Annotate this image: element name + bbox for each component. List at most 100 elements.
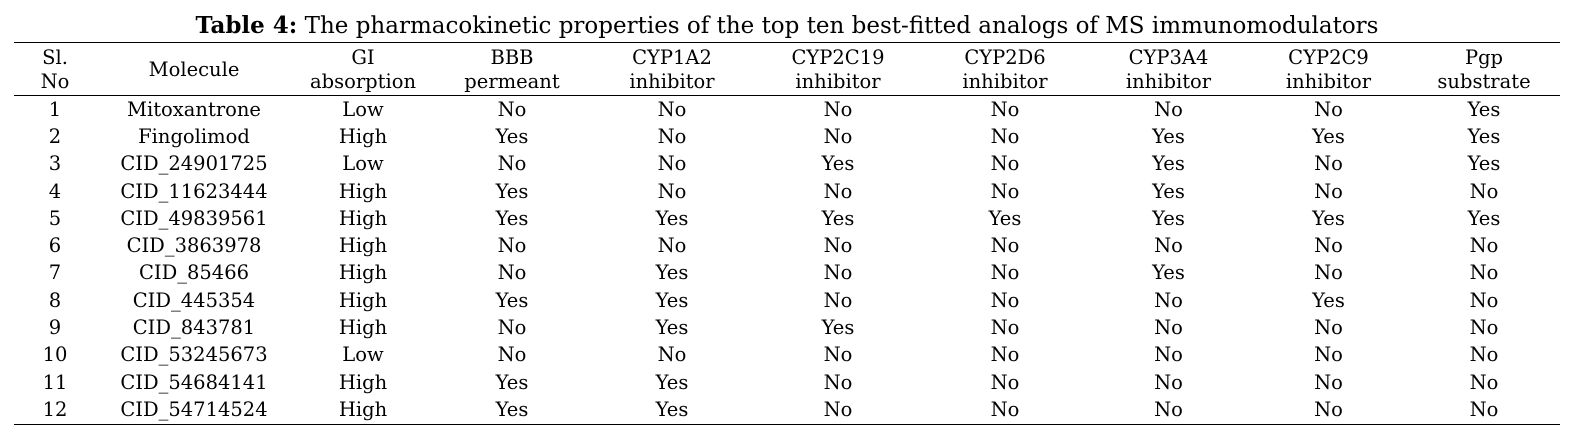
- gi-absorption-cell: High: [338, 397, 388, 421]
- cyp2c9-cell: Yes: [1312, 206, 1345, 230]
- sl-no-cell: 4: [48, 179, 62, 203]
- molecule-cell: CID_54714524: [120, 397, 268, 421]
- molecule-cell: CID_49839561: [120, 206, 268, 230]
- cyp2c19-cell: No: [823, 124, 853, 148]
- header-cyp2c9-inhibitor: CYP2C9 inhibitor: [1285, 46, 1372, 93]
- cyp2d6-cell: No: [990, 397, 1020, 421]
- cyp2c19-cell: No: [823, 288, 853, 312]
- cyp2d6-cell: No: [990, 97, 1020, 121]
- cyp2c9-cell: No: [1314, 343, 1343, 367]
- bbb-permeant-cell: No: [497, 316, 527, 340]
- table-row: 9 CID_843781 High No Yes Yes No No No No: [14, 314, 1560, 341]
- gi-absorption-cell: High: [338, 206, 388, 230]
- gi-absorption-cell: Low: [342, 97, 384, 121]
- cyp1a2-cell: Yes: [655, 261, 689, 285]
- table-row: 3 CID_24901725 Low No No Yes No Yes No Yes: [14, 151, 1560, 178]
- sl-no-cell: 7: [48, 261, 62, 285]
- cyp2d6-cell: No: [990, 343, 1020, 367]
- pgp-substrate-cell: No: [1469, 234, 1499, 258]
- table-caption-text: The pharmacokinetic properties of the to…: [297, 13, 1379, 39]
- cyp1a2-cell: No: [657, 343, 687, 367]
- bbb-permeant-cell: No: [497, 97, 527, 121]
- cyp2d6-cell: No: [990, 370, 1020, 394]
- cyp1a2-cell: Yes: [655, 370, 689, 394]
- gi-absorption-cell: High: [338, 124, 388, 148]
- cyp1a2-cell: No: [657, 152, 687, 176]
- gi-absorption-cell: High: [338, 288, 388, 312]
- bbb-permeant-cell: Yes: [495, 397, 529, 421]
- molecule-cell: CID_843781: [132, 316, 256, 340]
- cyp1a2-cell: Yes: [655, 206, 689, 230]
- sl-no-cell: 5: [48, 206, 62, 230]
- cyp2c19-cell: No: [823, 179, 853, 203]
- gi-absorption-cell: Low: [342, 343, 384, 367]
- cyp2c9-cell: No: [1314, 397, 1343, 421]
- cyp2c19-cell: Yes: [821, 152, 855, 176]
- header-pgp-substrate: Pgp substrate: [1437, 46, 1531, 93]
- cyp1a2-cell: Yes: [655, 316, 689, 340]
- table-row: 5 CID_49839561 High Yes Yes Yes Yes Yes Yes Yes: [14, 205, 1560, 232]
- cyp3a4-cell: No: [1154, 343, 1183, 367]
- molecule-cell: Mitoxantrone: [127, 97, 261, 121]
- gi-absorption-cell: High: [338, 370, 388, 394]
- molecule-cell: CID_11623444: [120, 179, 268, 203]
- cyp2c9-cell: No: [1314, 97, 1343, 121]
- pgp-substrate-cell: No: [1469, 316, 1499, 340]
- bbb-permeant-cell: No: [497, 152, 527, 176]
- sl-no-cell: 3: [48, 152, 62, 176]
- pgp-substrate-cell: No: [1469, 343, 1499, 367]
- bbb-permeant-cell: Yes: [495, 370, 529, 394]
- pgp-substrate-cell: Yes: [1467, 124, 1501, 148]
- molecule-cell: CID_54684141: [120, 370, 268, 394]
- cyp2c19-cell: No: [823, 97, 853, 121]
- table-row: 11 CID_54684141 High Yes Yes No No No No No: [14, 369, 1560, 396]
- cyp3a4-cell: No: [1154, 234, 1183, 258]
- cyp2d6-cell: No: [990, 316, 1020, 340]
- sl-no-cell: 9: [48, 316, 62, 340]
- header-molecule: Molecule: [148, 58, 240, 81]
- sl-no-cell: 8: [48, 288, 62, 312]
- pgp-substrate-cell: No: [1469, 288, 1499, 312]
- table-row: 12 CID_54714524 High Yes Yes No No No No No: [14, 396, 1560, 425]
- table-body: 1 Mitoxantrone Low No No No No No No Yes 2 Fingolim…: [14, 96, 1560, 425]
- bbb-permeant-cell: Yes: [495, 288, 529, 312]
- pgp-substrate-cell: No: [1469, 179, 1499, 203]
- cyp2c19-cell: No: [823, 261, 853, 285]
- gi-absorption-cell: High: [338, 261, 388, 285]
- cyp2c9-cell: Yes: [1312, 124, 1345, 148]
- header-row: Sl. No Molecule GI absorption BBB permeant …: [14, 42, 1560, 96]
- pgp-substrate-cell: Yes: [1467, 206, 1501, 230]
- table-caption: Table 4: The pharmacokinetic properties …: [0, 12, 1574, 40]
- table-row: 8 CID_445354 High Yes Yes No No No Yes No: [14, 287, 1560, 314]
- cyp2d6-cell: No: [990, 234, 1020, 258]
- cyp1a2-cell: Yes: [655, 288, 689, 312]
- cyp3a4-cell: Yes: [1152, 206, 1185, 230]
- cyp2c19-cell: Yes: [821, 206, 855, 230]
- molecule-cell: CID_24901725: [120, 152, 268, 176]
- cyp3a4-cell: Yes: [1152, 124, 1185, 148]
- cyp2c9-cell: No: [1314, 234, 1343, 258]
- gi-absorption-cell: Low: [342, 152, 384, 176]
- header-cyp2d6-inhibitor: CYP2D6 inhibitor: [962, 46, 1048, 93]
- cyp2d6-cell: No: [990, 124, 1020, 148]
- cyp3a4-cell: No: [1154, 370, 1183, 394]
- sl-no-cell: 12: [42, 397, 68, 421]
- header-bbb-permeant: BBB permeant: [464, 46, 560, 93]
- sl-no-cell: 1: [48, 97, 62, 121]
- molecule-cell: CID_53245673: [120, 343, 268, 367]
- gi-absorption-cell: High: [338, 234, 388, 258]
- table-row: 6 CID_3863978 High No No No No No No No: [14, 232, 1560, 259]
- cyp2c9-cell: Yes: [1312, 288, 1345, 312]
- cyp3a4-cell: No: [1154, 97, 1183, 121]
- molecule-cell: CID_85466: [138, 261, 250, 285]
- table-row: 2 Fingolimod High Yes No No No Yes Yes Yes: [14, 123, 1560, 150]
- cyp2d6-cell: No: [990, 179, 1020, 203]
- bbb-permeant-cell: No: [497, 261, 527, 285]
- bbb-permeant-cell: Yes: [495, 179, 529, 203]
- cyp2c19-cell: No: [823, 397, 853, 421]
- header-gi-absorption: GI absorption: [309, 46, 417, 93]
- sl-no-cell: 10: [42, 343, 68, 367]
- gi-absorption-cell: High: [338, 316, 388, 340]
- bbb-permeant-cell: Yes: [495, 206, 529, 230]
- cyp1a2-cell: Yes: [655, 397, 689, 421]
